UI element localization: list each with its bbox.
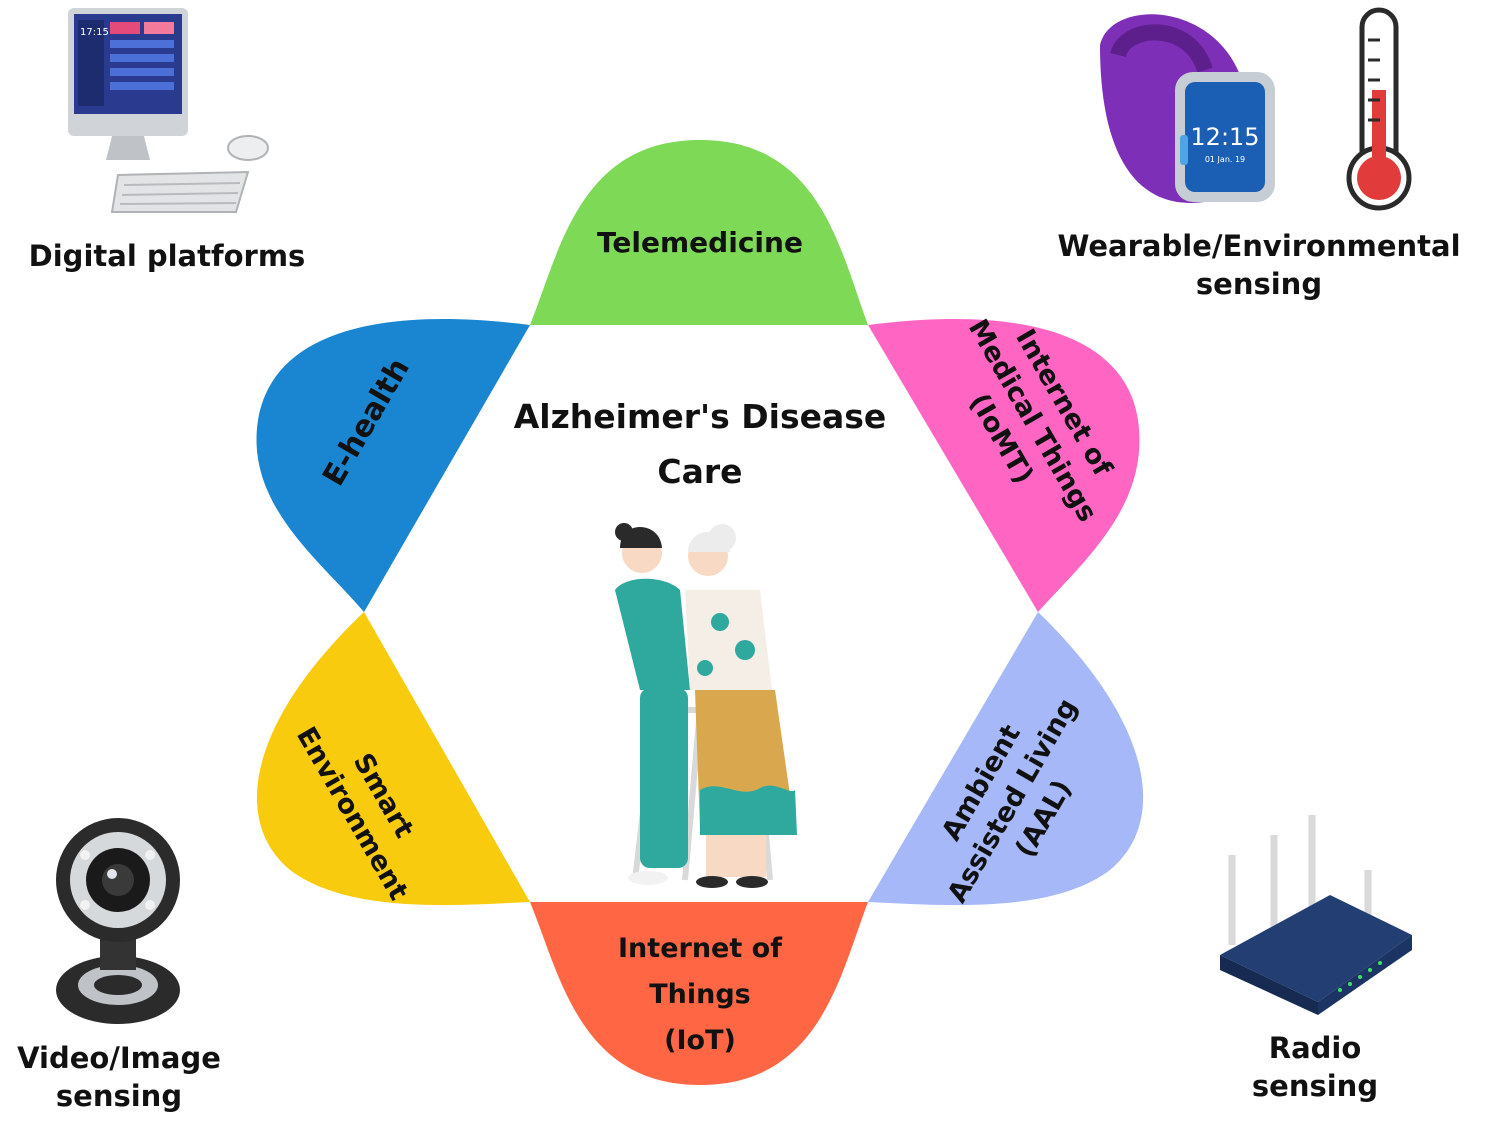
svg-text:12:15: 12:15 — [1190, 123, 1259, 151]
label-video-line1: Video/Image — [17, 1041, 221, 1075]
svg-text:Care: Care — [657, 452, 742, 491]
label-digital-line1: Digital platforms — [28, 239, 306, 273]
petal-iomt — [868, 319, 1140, 612]
label-wearable-line1: Wearable/Environmental — [1057, 229, 1461, 263]
svg-text:(IoT): (IoT) — [664, 1025, 736, 1056]
petal-telemedicine-label: Telemedicine — [597, 226, 803, 259]
petal-ehealth — [256, 319, 530, 612]
smartwatch-icon: 12:15 01 Jan. 19 — [1100, 14, 1275, 203]
nurse-figure — [615, 523, 690, 885]
svg-text:Things: Things — [649, 979, 751, 1010]
label-video-line2: sensing — [55, 1078, 183, 1113]
svg-text:Internet of: Internet of — [618, 933, 782, 964]
webcam-icon — [56, 818, 180, 1024]
petal-smart-environment — [256, 612, 530, 906]
label-radio-sensing: Radio sensing — [1220, 1030, 1410, 1105]
petal-iot-label: Internet of Things (IoT) — [618, 933, 782, 1056]
router-icon — [1220, 815, 1412, 1015]
svg-text:Alzheimer's Disease: Alzheimer's Disease — [514, 397, 887, 436]
center-title: Alzheimer's Disease Care — [514, 397, 887, 491]
label-video-image-sensing: Video/Image sensing — [0, 1040, 238, 1115]
label-radio-line1: Radio — [1268, 1031, 1362, 1065]
label-wearable-line2: sensing — [1195, 266, 1323, 301]
desktop-computer-icon: 17:15 — [68, 8, 269, 213]
thermometer-icon — [1346, 7, 1412, 211]
elderly-woman-figure — [685, 524, 797, 888]
label-radio-line2: sensing — [1251, 1068, 1379, 1103]
petal-iot — [530, 902, 868, 1085]
svg-text:Telemedicine: Telemedicine — [597, 226, 803, 259]
svg-text:01 Jan. 19: 01 Jan. 19 — [1205, 155, 1245, 164]
caregiver-illustration — [615, 523, 797, 888]
petal-telemedicine — [530, 140, 868, 325]
svg-text:17:15: 17:15 — [80, 27, 109, 38]
label-wearable-environmental-sensing: Wearable/Environmental sensing — [1030, 228, 1488, 303]
label-digital-platforms: Digital platforms — [8, 238, 326, 274]
petal-aal — [868, 612, 1144, 906]
